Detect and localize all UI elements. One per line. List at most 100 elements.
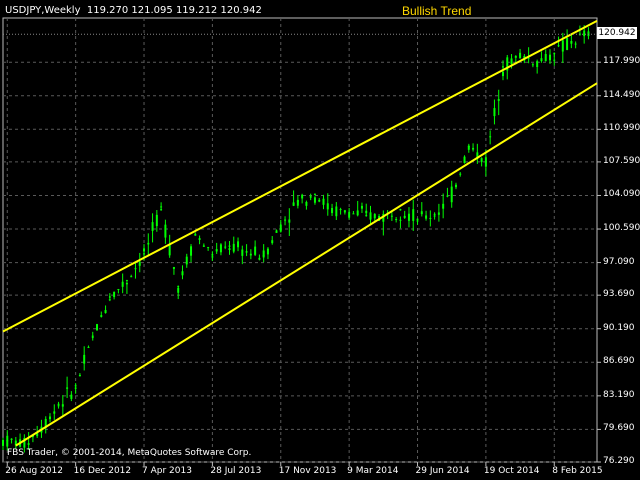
candle-body xyxy=(147,242,150,245)
candle-body xyxy=(91,335,94,337)
price-point xyxy=(23,442,26,445)
candle-body xyxy=(258,257,261,260)
candle-body xyxy=(232,243,235,252)
candle-body xyxy=(425,215,428,219)
lower-trendline xyxy=(15,82,598,447)
copyright-text: FBS Trader, © 2001-2014, MetaQuotes Soft… xyxy=(7,448,252,458)
candle-body xyxy=(36,433,39,437)
candle-body xyxy=(454,184,457,188)
price-point xyxy=(296,200,299,203)
candle-body xyxy=(27,443,30,445)
current-price-tag: 120.942 xyxy=(597,27,637,39)
candle-body xyxy=(125,282,128,285)
candle-body xyxy=(66,387,69,389)
candle-body xyxy=(177,287,180,293)
candle-body xyxy=(61,404,64,407)
candle-body xyxy=(335,206,338,217)
candle-body xyxy=(472,147,475,150)
candle-body xyxy=(237,241,240,248)
candle-body xyxy=(108,299,111,301)
price-point xyxy=(553,52,556,55)
candle-body xyxy=(446,195,449,197)
candle-body xyxy=(514,55,517,58)
price-point xyxy=(519,54,522,57)
candle-body xyxy=(202,245,205,247)
x-tick-label: 19 Oct 2014 xyxy=(483,466,540,476)
candle-body xyxy=(561,40,564,52)
price-point xyxy=(228,245,231,248)
candle-body xyxy=(275,230,278,233)
candle-body xyxy=(540,58,543,62)
candle-body xyxy=(305,201,308,206)
candle-body xyxy=(292,202,295,206)
candle-body xyxy=(185,256,188,265)
x-tick-label: 28 Jul 2013 xyxy=(210,466,262,476)
price-point xyxy=(536,61,539,64)
x-tick-label: 17 Nov 2013 xyxy=(278,466,337,476)
x-tick-label: 26 Aug 2012 xyxy=(5,466,63,476)
candle-body xyxy=(215,249,218,252)
candle-body xyxy=(262,250,265,258)
candle-body xyxy=(160,206,163,208)
candle-body xyxy=(130,276,133,278)
candle-body xyxy=(74,385,77,387)
candle-body xyxy=(382,213,385,222)
x-tick-label: 7 Apr 2013 xyxy=(142,466,192,476)
upper-trendline xyxy=(2,19,598,333)
candle-body xyxy=(14,440,17,446)
y-tick-label: 86.690 xyxy=(603,356,635,367)
candle-body xyxy=(284,219,287,221)
candle-body xyxy=(296,199,299,206)
y-tick-label: 117.990 xyxy=(603,56,640,67)
candle-body xyxy=(343,210,346,213)
ohlc-values: 119.270 121.095 119.212 120.942 xyxy=(86,5,262,16)
y-tick-label: 93.690 xyxy=(603,289,635,300)
y-tick-label: 107.590 xyxy=(603,155,640,166)
price-point xyxy=(313,193,316,196)
candle-body xyxy=(356,210,359,216)
candle-body xyxy=(437,212,440,215)
candle-body xyxy=(459,173,462,175)
price-point xyxy=(143,252,146,255)
y-tick-label: 83.190 xyxy=(603,389,635,400)
candle-body xyxy=(493,108,496,117)
price-point xyxy=(416,218,419,221)
candle-body xyxy=(399,219,402,221)
price-point xyxy=(279,224,282,227)
y-tick-label: 100.590 xyxy=(603,223,640,234)
price-point xyxy=(450,194,453,197)
candle-body xyxy=(254,246,257,255)
candle-body xyxy=(553,59,556,61)
candle-body xyxy=(266,248,269,255)
price-point xyxy=(194,233,197,236)
candle-body xyxy=(168,244,171,256)
candle-body xyxy=(164,224,167,238)
candle-body xyxy=(44,418,47,428)
candle-body xyxy=(121,281,124,287)
candle-body xyxy=(395,219,398,221)
candle-body xyxy=(249,253,252,256)
candle-body xyxy=(318,199,321,202)
price-point xyxy=(125,279,128,282)
candle-body xyxy=(309,196,312,198)
candle-body xyxy=(536,61,539,68)
candle-body xyxy=(172,267,175,269)
symbol-header: USDJPY,Weekly 119.270 121.095 119.212 12… xyxy=(5,5,262,16)
candle-body xyxy=(49,416,52,420)
candle-body xyxy=(412,209,415,221)
candle-body xyxy=(138,261,141,266)
candle-body xyxy=(151,222,154,231)
y-tick-label: 110.990 xyxy=(603,123,640,134)
candle-body xyxy=(181,271,184,276)
symbol-label: USDJPY,Weekly xyxy=(5,5,81,16)
candle-body xyxy=(390,215,393,217)
candle-body xyxy=(241,249,244,256)
candle-body xyxy=(348,213,351,218)
candle-body xyxy=(583,30,586,37)
candle-body xyxy=(271,240,274,244)
candle-body xyxy=(531,64,534,66)
price-point xyxy=(501,65,504,68)
price-point xyxy=(211,253,214,256)
